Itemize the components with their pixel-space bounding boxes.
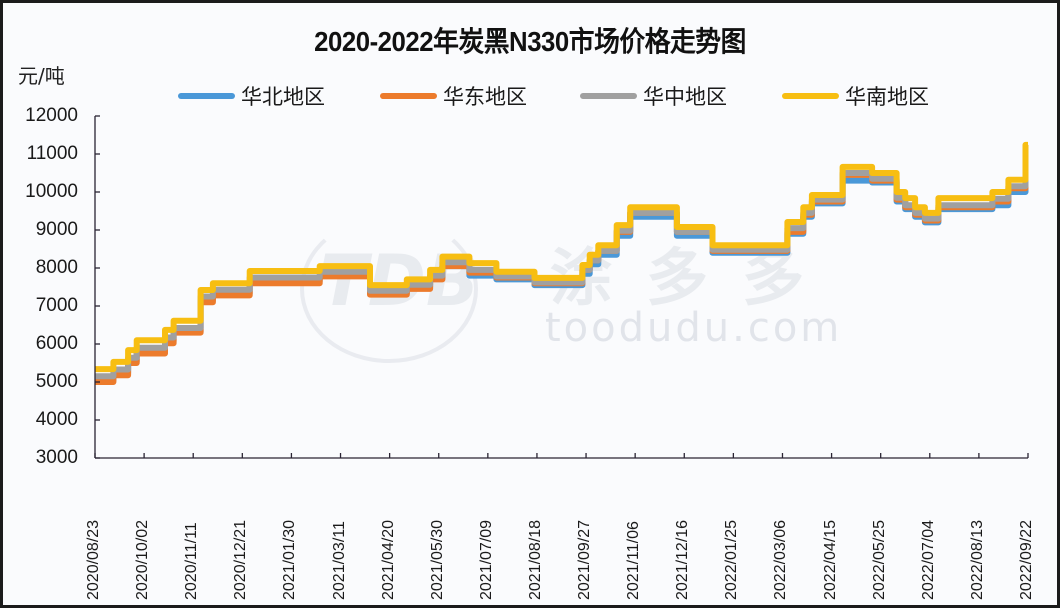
axes	[94, 115, 1029, 459]
series-line-0	[95, 152, 1029, 384]
legend-label: 华东地区	[443, 85, 527, 109]
legend-label: 华南地区	[845, 85, 929, 109]
y-tick-label: 3000	[35, 447, 78, 468]
legend-item-east: 华东地区	[380, 83, 527, 109]
y-tick-label: 6000	[35, 333, 78, 354]
legend-swatch-south	[782, 93, 839, 99]
y-tick-label: 4000	[35, 409, 78, 430]
legend-label: 华北地区	[241, 85, 325, 109]
legend-item-central: 华中地区	[580, 83, 727, 109]
y-tick-label: 8000	[35, 257, 78, 278]
legend-item-north: 华北地区	[178, 83, 325, 109]
y-tick-label: 11000	[26, 143, 78, 164]
series-line-1	[95, 149, 1029, 385]
y-tick-label: 9000	[35, 219, 78, 240]
legend-label: 华中地区	[643, 85, 727, 109]
y-tick-label: 12000	[25, 105, 78, 126]
y-axis-unit-label: 元/吨	[18, 64, 65, 88]
y-tick-label: 7000	[35, 295, 78, 316]
legend-item-south: 华南地区	[782, 83, 929, 109]
legend-swatch-north	[178, 93, 235, 99]
series-line-3	[95, 141, 1029, 373]
y-tick-label: 10000	[25, 181, 78, 202]
chart-frame	[3, 3, 1057, 605]
y-tick-label: 5000	[35, 371, 78, 392]
chart-title: 2020-2022年炭黑N330市场价格走势图	[314, 26, 746, 57]
series-layer	[95, 141, 1029, 385]
legend-swatch-east	[380, 93, 437, 99]
legend-swatch-central	[580, 93, 637, 99]
